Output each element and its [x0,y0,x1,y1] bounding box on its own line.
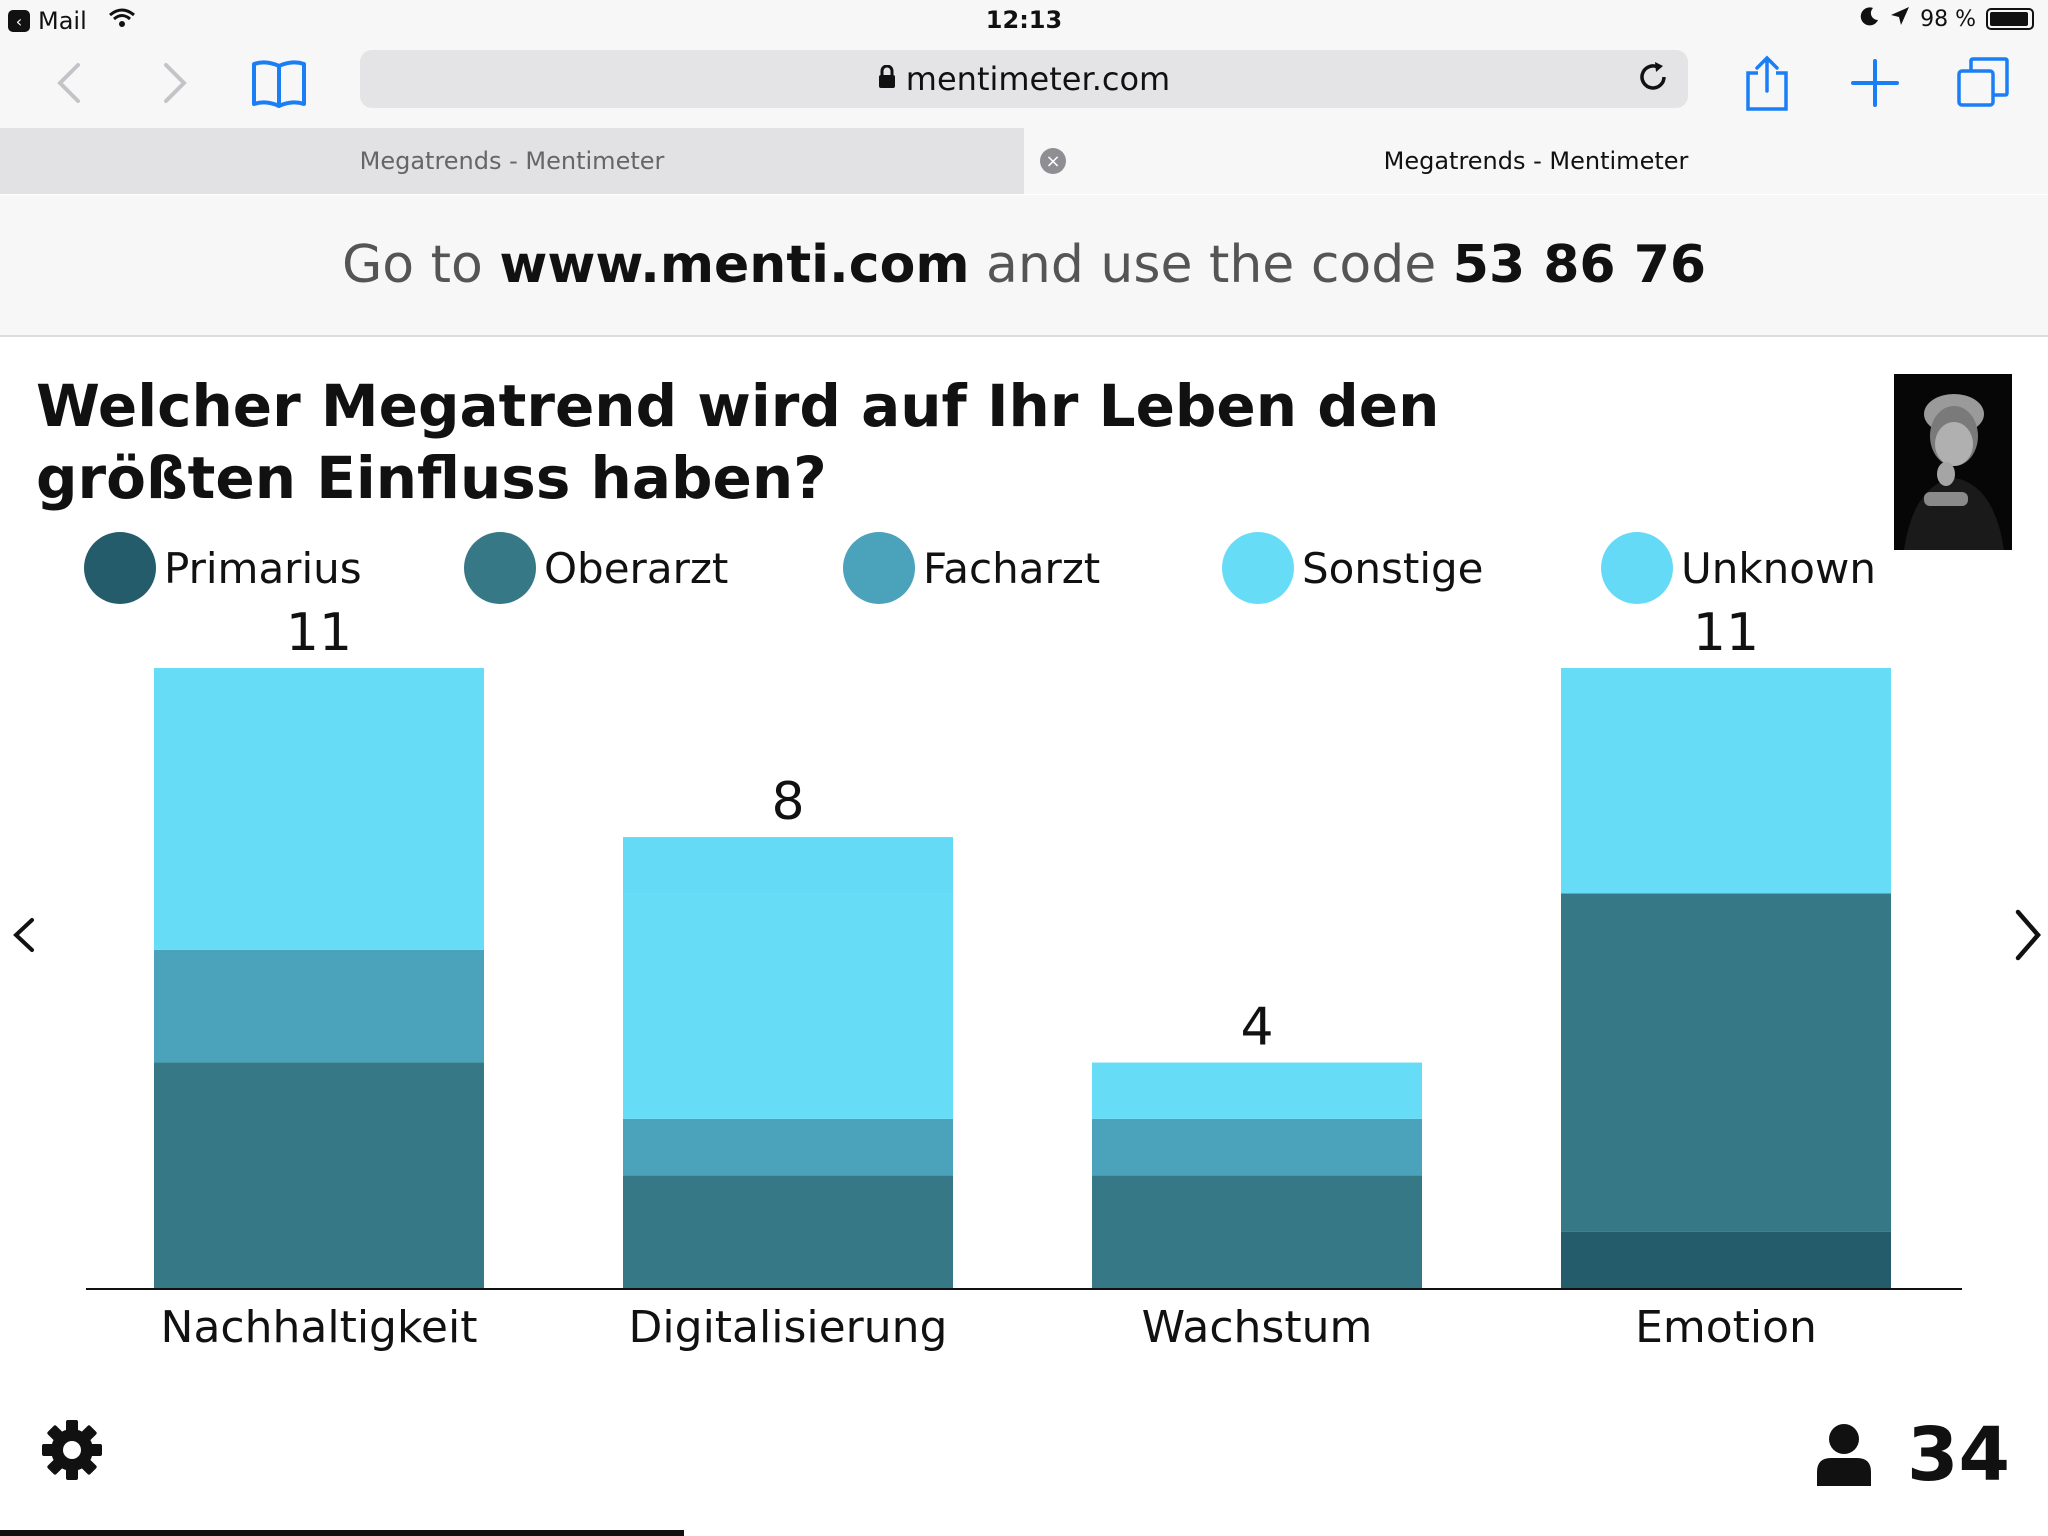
chevron-right-icon [164,63,187,103]
plus-icon [1851,59,1899,107]
category-label: Digitalisierung [629,1302,948,1353]
previous-slide-button[interactable] [4,900,44,970]
bar-segment-sonstige [623,893,953,1119]
tab-close-button[interactable]: × [1040,148,1066,174]
gear-icon [42,1420,102,1480]
legend-facharzt: Facharzt [843,532,1100,604]
bar-segment-sonstige [1561,668,1891,894]
instructions-middle: and use the code [986,235,1437,295]
forward-button[interactable] [142,50,208,116]
participant-count: 34 [1907,1412,2010,1498]
status-right: 98 % [1860,6,2034,32]
question-title: Welcher Megatrend wird auf Ihr Leben den… [36,372,1440,512]
book-icon [252,60,306,108]
legend-sonstige: Sonstige [1222,532,1484,604]
legend-unknown: Unknown [1601,532,1876,604]
participants-counter: 34 [1815,1412,2010,1498]
tab-megatrends-active[interactable]: Megatrends - Mentimeter [1024,128,2048,194]
back-button[interactable] [36,50,102,116]
instructions-code: 53 86 76 [1452,235,1707,295]
legend-swatch [843,532,915,604]
bar-segment-oberarzt [1561,893,1891,1232]
bar-total-label: 4 [1240,998,1273,1058]
bar-total-label: 8 [771,772,804,832]
bar-segment-primarius [1561,1231,1891,1288]
chevron-left-icon [13,918,34,952]
legend-swatch [1601,532,1673,604]
chevron-left-icon [57,63,80,103]
legend-oberarzt: Oberarzt [464,532,728,604]
bar-segment-oberarzt [623,1175,953,1288]
next-slide-button[interactable] [2006,900,2046,970]
bar-segment-facharzt [623,1118,953,1176]
legend-primarius: Primarius [84,532,362,604]
bar-segment-sonstige [1092,1062,1422,1119]
url-text: mentimeter.com [905,60,1171,98]
bar-total-label: 11 [1693,603,1759,663]
legend-label: Oberarzt [544,543,729,593]
tab-title: Megatrends - Mentimeter [359,147,665,175]
bar-segment-oberarzt [1092,1175,1422,1288]
bar-segment-unknown [623,837,953,894]
back-app-label: Mail [38,7,87,35]
browser-toolbar: mentimeter.com [0,40,2048,128]
lock-icon [878,64,896,93]
address-bar[interactable]: mentimeter.com [360,50,1688,108]
person-icon [1817,1424,1872,1486]
category-label: Emotion [1635,1302,1817,1353]
status-bar: ‹ Mail 12:13 98 % [0,0,2048,40]
legend-label: Sonstige [1302,543,1484,593]
category-label: Nachhaltigkeit [161,1302,478,1353]
category-label: Wachstum [1142,1302,1373,1353]
legend-swatch [464,532,536,604]
bookmarks-button[interactable] [246,50,312,116]
presenter-photo [1894,374,2012,550]
close-icon: × [1045,150,1061,172]
new-tab-button[interactable] [1842,50,1908,116]
legend-label: Unknown [1681,543,1876,593]
battery-icon [1986,8,2034,30]
bar-segment-facharzt [1092,1118,1422,1176]
battery-percent: 98 % [1920,6,1976,32]
settings-button[interactable] [40,1418,104,1482]
legend-label: Primarius [164,543,362,593]
bar-segment-sonstige [154,668,484,950]
back-chevron-icon: ‹ [8,10,30,32]
legend-swatch [84,532,156,604]
tab-title: Megatrends - Mentimeter [1383,147,1689,175]
stacked-bar-chart: 11 Nachhaltigkeit 8 Digitalisierung 4 Wachstu… [86,603,1962,1353]
chevron-right-icon [2015,909,2041,961]
tab-bar: Megatrends - Mentimeter Megatrends - Men… [0,128,2048,194]
legend-label: Facharzt [923,543,1101,593]
status-time: 12:13 [985,6,1063,34]
back-to-app-button[interactable]: ‹ Mail [8,6,135,36]
tabs-overview-button[interactable] [1950,50,2016,116]
instructions-site[interactable]: www.menti.com [499,235,970,295]
reload-icon [1640,62,1666,90]
moon-icon [1860,6,1880,32]
reload-button[interactable] [1636,60,1670,98]
bar-total-label: 11 [286,603,352,663]
slide-progress-bar [0,1530,684,1536]
join-instructions: Go to www.menti.com and use the code 53 … [0,195,2048,337]
share-button[interactable] [1734,50,1800,116]
bar-segment-oberarzt [154,1062,484,1288]
location-arrow-icon [1890,6,1910,32]
wifi-icon [108,8,135,34]
legend-swatch [1222,532,1294,604]
instructions-prefix: Go to [341,235,483,295]
bar-segment-facharzt [154,949,484,1063]
tabs-icon [1957,57,2009,107]
share-icon [1746,55,1788,111]
tab-megatrends-inactive[interactable]: Megatrends - Mentimeter [0,128,1024,194]
